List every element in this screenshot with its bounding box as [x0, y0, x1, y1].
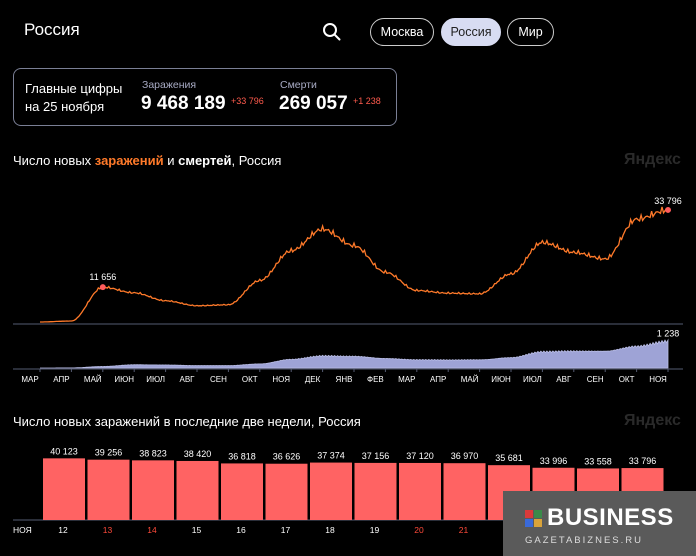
- last-infections-label: 33 796: [654, 196, 682, 206]
- bar-value-label: 37 374: [317, 451, 345, 461]
- search-button[interactable]: [321, 21, 343, 43]
- page-title: Россия: [24, 20, 80, 39]
- last-infections-point[interactable]: [665, 206, 671, 213]
- month-label: МАР: [398, 375, 415, 384]
- bar-value-label: 33 558: [584, 456, 612, 466]
- month-label: СЕН: [210, 375, 227, 384]
- region-moscow-button[interactable]: Москва: [370, 18, 434, 46]
- bar-18[interactable]: [310, 462, 352, 520]
- day-label: 13: [103, 525, 113, 535]
- bar-12[interactable]: [43, 458, 85, 520]
- deaths-value: 269 057: [279, 93, 348, 114]
- day-label: 14: [147, 525, 157, 535]
- logo-square-blue: [525, 519, 533, 527]
- chart1-title-prefix: Число новых: [13, 153, 95, 168]
- region-world-button[interactable]: Мир: [507, 18, 554, 46]
- month-label: НОЯ: [649, 375, 667, 384]
- yandex-watermark-2: Яндекс: [624, 412, 681, 429]
- infections-caption: Заражения: [142, 79, 197, 91]
- deaths-caption: Смерти: [280, 79, 317, 91]
- day-label: 12: [58, 525, 68, 535]
- day-label: 15: [192, 525, 202, 535]
- day-label: 17: [281, 525, 291, 535]
- chart1-title-deaths: смертей: [178, 153, 232, 168]
- logo-square-yellow: [534, 519, 542, 527]
- chart2-title: Число новых заражений в последние две не…: [13, 414, 361, 429]
- logo-square-green: [534, 510, 542, 518]
- bar-value-label: 36 970: [451, 451, 479, 461]
- bar-value-label: 39 256: [95, 448, 123, 458]
- month-label: АВГ: [556, 375, 572, 384]
- first-peak-label: 11 656: [89, 272, 116, 282]
- month-label: ЯНВ: [336, 375, 353, 384]
- business-gazeta-logo: BUSINESS GAZETABIZNES.RU: [503, 491, 696, 556]
- chart1-title-mid: и: [163, 153, 179, 168]
- bar-value-label: 35 681: [495, 453, 523, 463]
- infections-value: 9 468 189: [141, 93, 226, 114]
- month-axis: МАР АПР МАЙ ИЮН ИЮЛ АВГ СЕН ОКТ НОЯ ДЕК ЯНВ ФЕВ МАР А…: [21, 369, 669, 384]
- bar-value-label: 37 156: [362, 451, 390, 461]
- chart1-title-suffix: , Россия: [231, 153, 282, 168]
- summary-card: Главные цифры на 25 ноября Заражения 9 4…: [13, 68, 397, 126]
- chart2-month-label: НОЯ: [13, 525, 32, 535]
- yandex-watermark: Яндекс: [624, 151, 681, 168]
- month-label: МАЙ: [461, 375, 479, 384]
- month-label: АВГ: [179, 375, 195, 384]
- bar-value-label: 38 420: [184, 449, 212, 459]
- month-label: ИЮЛ: [146, 375, 165, 384]
- month-label: МАР: [21, 375, 38, 384]
- region-russia-button[interactable]: Россия: [441, 18, 501, 46]
- infections-line: [40, 206, 669, 323]
- bar-13[interactable]: [87, 459, 130, 520]
- day-label: 21: [459, 525, 469, 535]
- last-deaths-label: 1 238: [657, 328, 680, 338]
- infections-delta: +33 796: [231, 96, 264, 106]
- bar-value-label: 33 996: [540, 456, 568, 466]
- month-label: СЕН: [587, 375, 604, 384]
- bar-value-label: 36 818: [228, 451, 256, 461]
- bar-17[interactable]: [265, 463, 308, 520]
- month-label: НОЯ: [272, 375, 290, 384]
- month-label: ИЮН: [491, 375, 511, 384]
- brand-sub-text: GAZETABIZNES.RU: [525, 535, 643, 546]
- bar-value-label: 36 626: [273, 452, 301, 462]
- bar-19[interactable]: [354, 462, 397, 520]
- month-label: ИЮН: [114, 375, 134, 384]
- month-label: ОКТ: [619, 375, 635, 384]
- header: Россия Москва Россия Мир: [0, 0, 696, 62]
- day-label: 16: [236, 525, 246, 535]
- bar-15[interactable]: [176, 460, 219, 520]
- month-label: ФЕВ: [367, 375, 384, 384]
- bar-14[interactable]: [132, 460, 174, 520]
- bar-16[interactable]: [221, 463, 263, 520]
- bar-value-label: 33 796: [629, 456, 657, 466]
- chart1-title-infections: заражений: [94, 153, 164, 168]
- search-icon: [323, 23, 341, 41]
- deaths-area: [40, 338, 669, 369]
- month-label: ДЕК: [305, 375, 321, 384]
- brand-main-text: BUSINESS: [547, 504, 674, 531]
- bar-value-label: 40 123: [50, 446, 78, 456]
- day-label: 18: [325, 525, 335, 535]
- month-label: АПР: [53, 375, 69, 384]
- bar-value-label: 37 120: [406, 451, 434, 461]
- first-peak-point[interactable]: [99, 284, 106, 291]
- month-label: МАЙ: [84, 375, 102, 384]
- infections-deaths-chart[interactable]: МАР АПР МАЙ ИЮН ИЮЛ АВГ СЕН ОКТ НОЯ ДЕК ЯНВ ФЕВ МАР А…: [0, 176, 696, 406]
- day-label: 19: [370, 525, 380, 535]
- logo-square-red: [525, 510, 533, 518]
- deaths-delta: +1 238: [353, 96, 381, 106]
- bar-value-label: 38 823: [139, 448, 167, 458]
- day-label: 20: [414, 525, 424, 535]
- bar-21[interactable]: [443, 463, 486, 520]
- chart1-title: Число новых заражений и смертей, Россия: [13, 153, 281, 168]
- month-label: ИЮЛ: [523, 375, 542, 384]
- summary-label: Главные цифры на 25 ноября: [25, 81, 123, 114]
- bar-20[interactable]: [399, 462, 441, 520]
- month-label: АПР: [430, 375, 446, 384]
- month-label: ОКТ: [242, 375, 258, 384]
